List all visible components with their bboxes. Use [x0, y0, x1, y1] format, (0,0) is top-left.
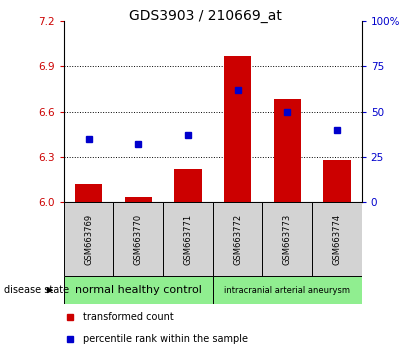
- Text: GSM663772: GSM663772: [233, 213, 242, 264]
- Bar: [323, 160, 351, 202]
- Text: GSM663770: GSM663770: [134, 213, 143, 264]
- Text: normal healthy control: normal healthy control: [75, 285, 202, 295]
- Bar: [163, 202, 213, 276]
- Text: GSM663771: GSM663771: [183, 213, 192, 264]
- Bar: [113, 202, 163, 276]
- Bar: [213, 202, 262, 276]
- Bar: [64, 202, 113, 276]
- Bar: [213, 276, 362, 304]
- Text: disease state: disease state: [4, 285, 69, 295]
- Bar: [274, 99, 301, 202]
- Text: percentile rank within the sample: percentile rank within the sample: [83, 334, 248, 344]
- Text: transformed count: transformed count: [83, 312, 174, 322]
- Text: GDS3903 / 210669_at: GDS3903 / 210669_at: [129, 9, 282, 23]
- Bar: [312, 202, 362, 276]
- Text: GSM663769: GSM663769: [84, 213, 93, 264]
- Bar: [75, 184, 102, 202]
- Bar: [224, 56, 251, 202]
- Bar: [64, 276, 213, 304]
- Text: GSM663773: GSM663773: [283, 213, 292, 264]
- Bar: [262, 202, 312, 276]
- Bar: [125, 197, 152, 202]
- Text: GSM663774: GSM663774: [332, 213, 342, 264]
- Bar: [174, 169, 201, 202]
- Text: intracranial arterial aneurysm: intracranial arterial aneurysm: [224, 286, 350, 295]
